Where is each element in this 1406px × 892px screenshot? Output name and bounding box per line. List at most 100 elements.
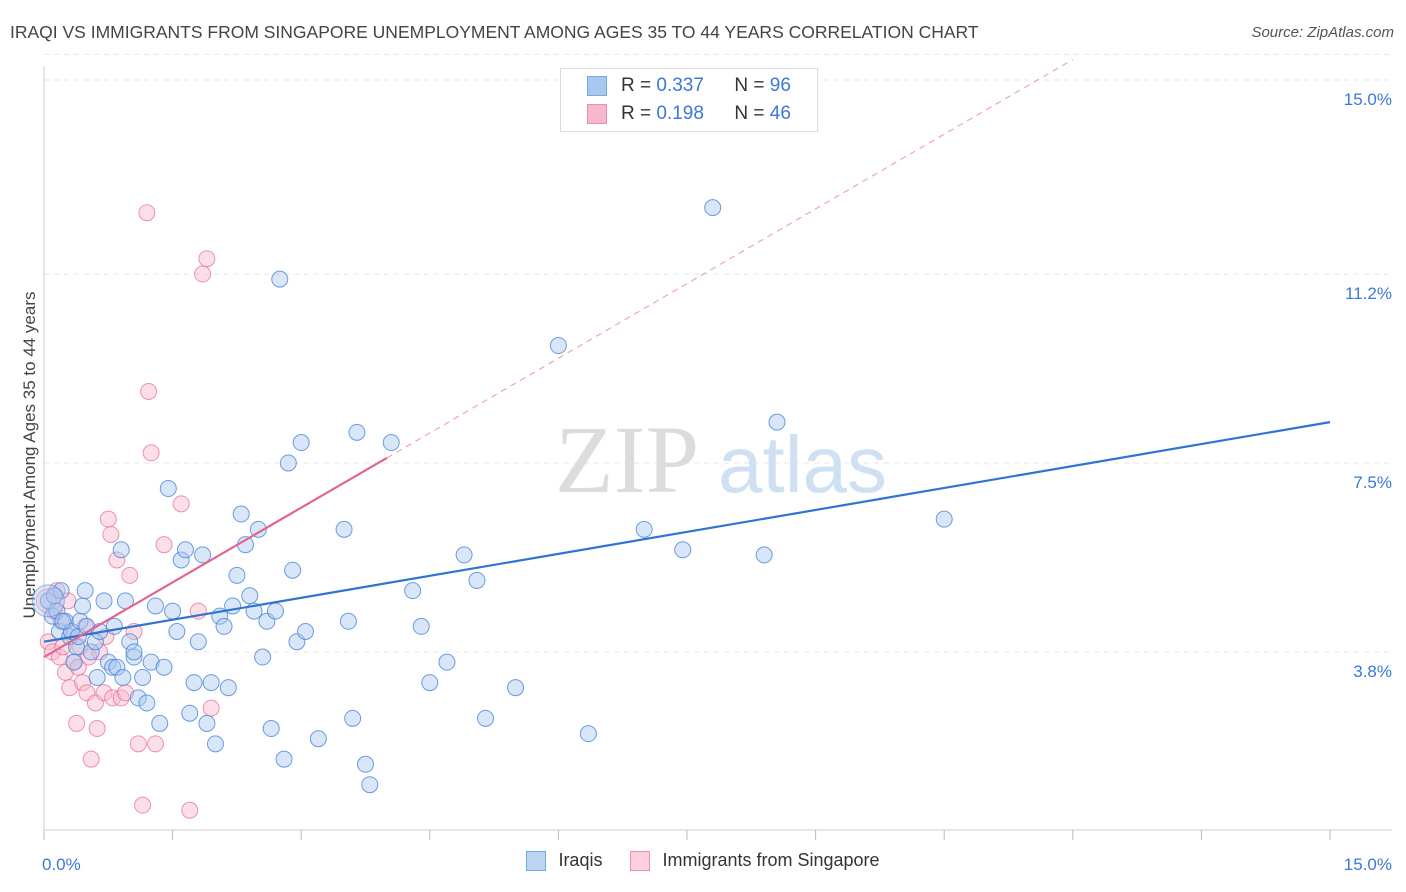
point-singapore [194,265,212,283]
point-singapore [104,689,122,707]
legend-swatch-singapore [587,104,607,124]
point-iraqis [138,694,156,712]
point-iraqis [468,571,486,589]
grid [44,53,1392,653]
point-iraqis [172,551,190,569]
point-iraqis [108,658,126,676]
point-iraqis-cluster [31,584,65,618]
point-iraqis [95,592,113,610]
legend-label-singapore: Immigrants from Singapore [662,850,880,870]
point-iraqis [579,725,597,743]
point-iraqis [344,709,362,727]
point-iraqis [54,612,72,630]
point-iraqis [339,612,357,630]
point-iraqis [215,617,233,635]
tick-labels: 3.8% 7.5% 11.2% 15.0% 0.0% 15.0% [42,90,1392,874]
point-iraqis [266,602,284,620]
legend-r-label: R = [621,75,652,96]
point-iraqis [309,730,327,748]
point-iraqis [168,623,186,641]
point-singapore [202,699,220,717]
point-iraqis [404,582,422,600]
point-iraqis [348,423,366,441]
point-iraqis [549,337,567,355]
point-singapore [142,444,160,462]
point-iraqis [164,602,182,620]
point-iraqis [768,413,786,431]
legend-item-singapore[interactable]: Immigrants from Singapore [630,850,880,871]
legend-label-iraqis: Iraqis [558,850,603,870]
legend-swatch-iraqis [587,76,607,96]
point-iraqis [262,720,280,738]
point-singapore [82,750,100,768]
y-tick-label: 7.5% [1353,473,1392,492]
point-iraqis [241,587,259,605]
point-iraqis [185,674,203,692]
correlation-legend: R = 0.337 N = 96 R = 0.198 N = 46 [560,68,818,132]
point-iraqis [125,643,143,661]
point-iraqis [254,648,272,666]
point-iraqis [704,199,722,217]
point-iraqis [219,679,237,697]
point-iraqis [674,541,692,559]
legend-item-iraqis[interactable]: Iraqis [526,850,602,871]
chart-source: Source: ZipAtlas.com [1251,24,1394,41]
point-iraqis [477,709,495,727]
point-singapore [129,735,147,753]
point-iraqis [421,674,439,692]
point-singapore [134,796,152,814]
point-iraqis [65,653,83,671]
point-iraqis [74,597,92,615]
x-tick-label: 15.0% [1344,855,1392,874]
point-iraqis [159,480,177,498]
point-iraqis [412,617,430,635]
point-singapore [198,250,216,268]
point-iraqis [275,750,293,768]
point-singapore [61,679,79,697]
legend-swatch-singapore [630,850,651,871]
watermark-zip: ZIP [555,406,699,513]
point-singapore [99,510,117,528]
y-tick-label: 11.2% [1345,284,1392,303]
point-iraqis [335,520,353,538]
point-iraqis [755,546,773,564]
point-iraqis [292,434,310,452]
point-iraqis [249,520,267,538]
point-singapore [121,566,139,584]
point-iraqis [151,714,169,732]
y-tick-label: 15.0% [1344,90,1392,109]
point-iraqis [114,668,132,686]
point-singapore [146,735,164,753]
legend-swatch-iraqis [526,850,547,871]
point-iraqis [361,776,379,794]
point-singapore [108,551,126,569]
point-singapore [155,536,173,554]
series-legend: Iraqis Immigrants from Singapore [0,850,1406,871]
point-iraqis [935,510,953,528]
point-iraqis [438,653,456,671]
point-iraqis [125,648,143,666]
legend-r-value: 0.337 [656,75,704,96]
point-iraqis [635,520,653,538]
point-iraqis [198,714,216,732]
legend-n-label: N = [734,103,765,124]
legend-n-value: 46 [769,103,791,124]
legend-n-label: N = [734,75,765,96]
legend-r-label: R = [621,103,652,124]
point-iraqis [202,674,220,692]
point-singapore [172,495,190,513]
point-iraqis [206,735,224,753]
point-iraqis [45,587,63,605]
point-singapore [88,720,106,738]
point-singapore [140,382,158,400]
point-iraqis [146,597,164,615]
point-iraqis [82,643,100,661]
point-iraqis [176,541,194,559]
point-singapore [181,801,199,819]
x-tick-label: 0.0% [42,855,81,874]
watermark-atlas: atlas [718,420,887,509]
point-iraqis [129,689,147,707]
point-iraqis [228,566,246,584]
point-iraqis [279,454,297,472]
point-iraqis [507,679,525,697]
